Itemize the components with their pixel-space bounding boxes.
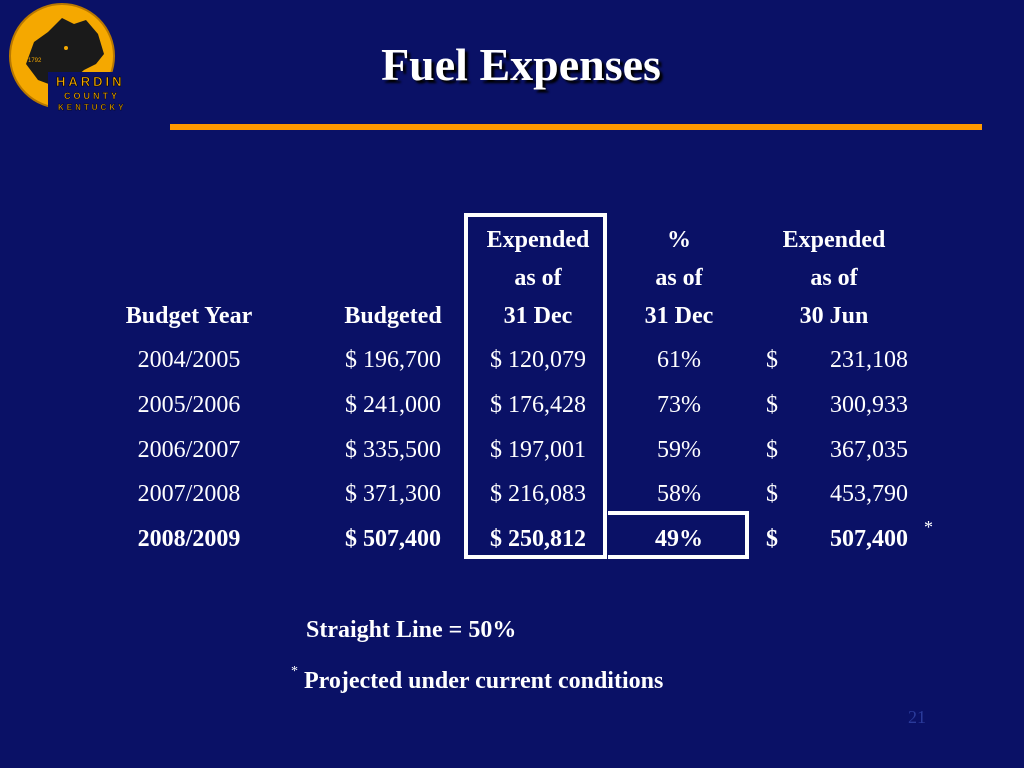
row-jun-dollar: $ <box>766 481 778 507</box>
page-number: 21 <box>908 707 926 727</box>
row-year: 2007/2008 <box>137 481 241 507</box>
row-pct: 49% <box>655 526 703 552</box>
header-budgeted: Budgeted <box>344 303 442 329</box>
footnote: * Projected under current conditions <box>291 664 664 695</box>
map-star-icon <box>64 46 68 50</box>
slide-title: Fuel Expenses <box>381 39 661 90</box>
seal-name-line3: KENTUCKY <box>58 103 126 112</box>
seal-name-line2: COUNTY <box>64 91 120 101</box>
header-expended-jun-line2: as of <box>810 265 858 291</box>
row-jun-dollar: $ <box>766 347 778 373</box>
row-budgeted: $ 507,400 <box>345 526 441 552</box>
header-pct-dec-line2: as of <box>655 265 703 291</box>
seal-name-line1: HARDIN <box>56 74 125 89</box>
row-pct: 73% <box>657 392 701 418</box>
current-year-pct-highlight-box <box>608 511 749 559</box>
row-jun-value: 231,108 <box>830 347 908 373</box>
row-expended-dec: $ 120,079 <box>490 347 586 373</box>
header-pct-dec-line3: 31 Dec <box>644 303 714 329</box>
row-jun-value: 367,035 <box>830 437 908 463</box>
row-expended-dec: $ 176,428 <box>490 392 586 418</box>
projection-asterisk: * <box>924 517 933 537</box>
straight-line-note: Straight Line = 50% <box>306 617 517 643</box>
row-jun-dollar: $ <box>766 392 778 418</box>
seal-banner <box>48 72 148 112</box>
row-pct: 58% <box>657 481 701 507</box>
footnote-marker: * <box>291 664 298 679</box>
row-year: 2004/2005 <box>137 347 241 373</box>
header-expended-dec-line1: Expended <box>486 227 590 253</box>
row-expended-dec: $ 197,001 <box>490 437 586 463</box>
title-underline-rule <box>170 124 982 130</box>
row-budgeted: $ 241,000 <box>345 392 441 418</box>
header-pct-dec-line1: % <box>667 227 691 253</box>
row-jun-dollar: $ <box>766 437 778 463</box>
row-jun-value: 453,790 <box>830 481 908 507</box>
county-map-shape <box>26 18 104 86</box>
hardin-county-seal-logo: 1792 HARDIN COUNTY KENTUCKY <box>9 3 148 112</box>
row-pct: 61% <box>657 347 701 373</box>
header-expended-jun-line1: Expended <box>782 227 886 253</box>
row-year: 2005/2006 <box>137 392 241 418</box>
header-budget-year: Budget Year <box>125 303 253 329</box>
row-pct: 59% <box>657 437 701 463</box>
row-jun-value: 300,933 <box>830 392 908 418</box>
footnote-text: Projected under current conditions <box>304 668 664 694</box>
expended-dec-highlight-box <box>464 213 607 559</box>
row-budgeted: $ 196,700 <box>345 347 441 373</box>
row-jun-value: 507,400 <box>830 526 908 552</box>
row-year: 2008/2009 <box>137 526 241 552</box>
seal-year: 1792 <box>28 58 42 64</box>
header-expended-jun-line3: 30 Jun <box>799 303 869 329</box>
row-budgeted: $ 371,300 <box>345 481 441 507</box>
header-expended-dec-line3: 31 Dec <box>503 303 573 329</box>
row-year: 2006/2007 <box>137 437 241 463</box>
header-expended-dec-line2: as of <box>514 265 562 291</box>
row-expended-dec: $ 250,812 <box>490 526 586 552</box>
row-budgeted: $ 335,500 <box>345 437 441 463</box>
row-jun-dollar: $ <box>766 526 778 552</box>
row-expended-dec: $ 216,083 <box>490 481 586 507</box>
